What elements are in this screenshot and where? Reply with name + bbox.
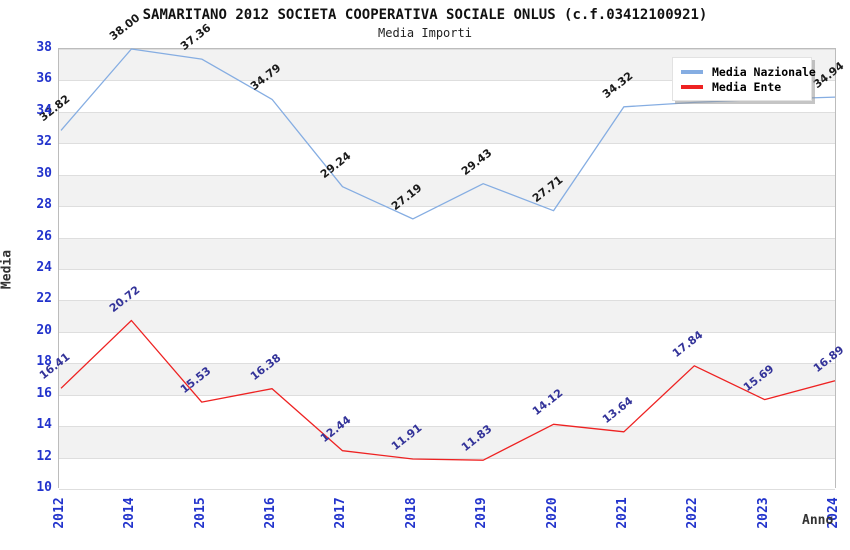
y-tick-label: 34 <box>36 102 52 118</box>
gridline <box>59 395 835 396</box>
legend-label: Media Ente <box>712 79 782 94</box>
y-tick-label: 10 <box>36 480 52 495</box>
grid-band <box>59 363 835 395</box>
gridline <box>59 300 835 301</box>
media-nazionale-line <box>60 48 836 220</box>
legend-label: Media Nazionale <box>712 64 816 79</box>
legend-box: Media Nazionale Media Ente <box>672 57 816 101</box>
legend-item-media-ente: Media Ente <box>681 79 803 94</box>
grid-band <box>59 426 835 458</box>
gridline <box>59 458 835 459</box>
y-tick-label: 16 <box>36 385 52 401</box>
x-tick-label: 2019 <box>474 497 490 529</box>
gridline <box>59 363 835 364</box>
gridline <box>59 269 835 270</box>
x-tick-label: 2020 <box>544 497 560 529</box>
y-tick-label: 32 <box>36 134 52 150</box>
grid-band <box>59 300 835 332</box>
gridline <box>59 206 835 207</box>
grid-band <box>59 457 835 489</box>
y-tick-label: 20 <box>36 322 52 338</box>
chart-title: SAMARITANO 2012 SOCIETA COOPERATIVA SOCI… <box>142 7 708 23</box>
x-tick-label: 2014 <box>122 497 138 529</box>
legend-item-media-nazionale: Media Nazionale <box>681 64 816 79</box>
grid-band <box>59 174 835 207</box>
y-axis-title: Media <box>0 249 15 290</box>
gridline <box>59 49 835 50</box>
gridline <box>59 80 835 81</box>
y-tick-label: 18 <box>36 354 52 370</box>
x-tick-label: 2021 <box>614 497 630 529</box>
y-tick-label: 28 <box>36 197 52 213</box>
gridline <box>59 143 835 144</box>
x-tick-label: 2012 <box>52 497 67 529</box>
media-nazionale-line-swatch-icon <box>681 69 703 74</box>
grid-band <box>59 237 835 269</box>
media-ente-line-swatch-icon <box>681 84 703 89</box>
gridline <box>59 238 835 239</box>
x-axis-title: Anno <box>802 513 834 528</box>
y-tick-label: 30 <box>36 165 52 181</box>
grid-band <box>59 206 835 238</box>
chart-subtitle: Media Importi <box>378 26 472 40</box>
grid-band <box>59 111 835 144</box>
y-tick-label: 22 <box>36 291 52 307</box>
y-tick-label: 24 <box>36 260 52 275</box>
gridline <box>59 426 835 427</box>
grid-band <box>59 394 835 427</box>
gridline <box>59 332 835 333</box>
x-tick-label: 2022 <box>685 497 701 529</box>
grid-band <box>59 331 835 364</box>
y-tick-label: 38 <box>36 40 52 55</box>
x-tick-label: 2018 <box>403 497 419 529</box>
plot-area: 32.82 38.00 37.36 34.79 29.24 27.19 29.43 27.71… <box>37 11 846 490</box>
x-tick-label: 2016 <box>263 497 279 529</box>
x-tick-label: 2017 <box>333 497 349 529</box>
y-tick-label: 12 <box>36 448 52 464</box>
y-tick-label: 26 <box>36 228 52 244</box>
y-tick-label: 36 <box>36 71 52 87</box>
gridline <box>59 175 835 176</box>
gridline <box>59 112 835 113</box>
grid-band <box>59 269 835 301</box>
x-tick-label: 2023 <box>755 497 771 529</box>
y-tick-label: 14 <box>36 417 52 433</box>
x-tick-label: 2015 <box>192 497 208 529</box>
media-ente-line <box>60 319 836 461</box>
gridline <box>59 489 835 490</box>
grid-band <box>59 143 835 175</box>
series-lines-layer <box>60 48 836 461</box>
